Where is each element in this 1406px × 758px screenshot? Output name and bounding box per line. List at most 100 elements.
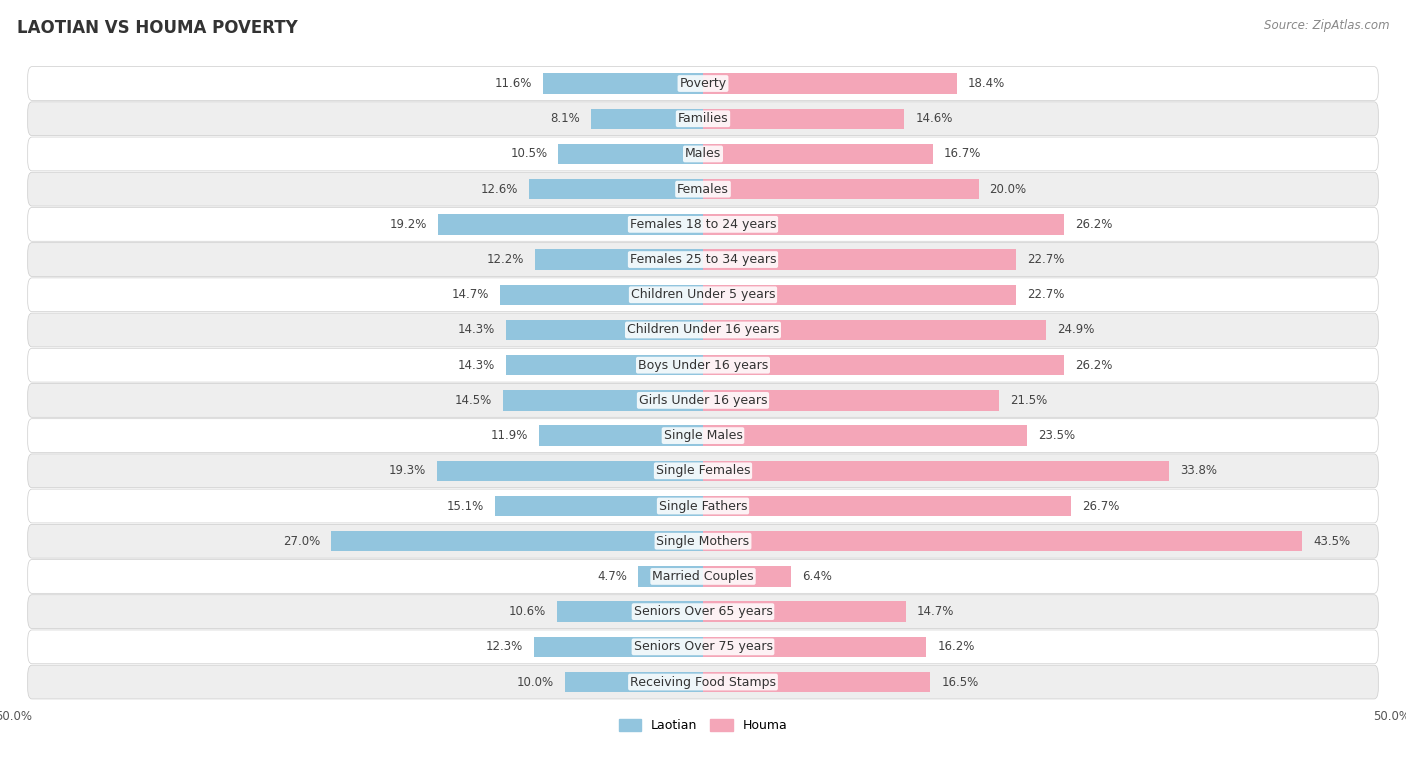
Text: Single Fathers: Single Fathers bbox=[659, 500, 747, 512]
Text: Children Under 16 years: Children Under 16 years bbox=[627, 324, 779, 337]
FancyBboxPatch shape bbox=[28, 489, 1378, 523]
Bar bbox=[565, 672, 703, 692]
Bar bbox=[439, 215, 703, 234]
Bar bbox=[703, 74, 956, 94]
Bar bbox=[533, 637, 703, 657]
Text: 6.4%: 6.4% bbox=[803, 570, 832, 583]
Text: 14.7%: 14.7% bbox=[453, 288, 489, 301]
Text: Families: Families bbox=[678, 112, 728, 125]
FancyBboxPatch shape bbox=[28, 384, 1378, 418]
Text: 15.1%: 15.1% bbox=[447, 500, 484, 512]
Text: Single Females: Single Females bbox=[655, 465, 751, 478]
Bar bbox=[437, 461, 703, 481]
FancyBboxPatch shape bbox=[28, 172, 1378, 206]
Text: 24.9%: 24.9% bbox=[1057, 324, 1094, 337]
Bar bbox=[703, 637, 927, 657]
Text: 21.5%: 21.5% bbox=[1011, 394, 1047, 407]
Text: 11.9%: 11.9% bbox=[491, 429, 529, 442]
Text: 22.7%: 22.7% bbox=[1026, 253, 1064, 266]
Bar bbox=[703, 249, 1015, 270]
Bar bbox=[503, 390, 703, 411]
Text: 20.0%: 20.0% bbox=[990, 183, 1026, 196]
FancyBboxPatch shape bbox=[28, 348, 1378, 382]
Text: 19.3%: 19.3% bbox=[389, 465, 426, 478]
Text: 4.7%: 4.7% bbox=[598, 570, 627, 583]
Bar bbox=[330, 531, 703, 551]
Bar bbox=[506, 320, 703, 340]
Text: 26.7%: 26.7% bbox=[1083, 500, 1119, 512]
Bar bbox=[558, 144, 703, 164]
Legend: Laotian, Houma: Laotian, Houma bbox=[613, 714, 793, 738]
Text: 23.5%: 23.5% bbox=[1038, 429, 1076, 442]
Bar bbox=[703, 144, 934, 164]
Text: 14.6%: 14.6% bbox=[915, 112, 953, 125]
Bar bbox=[592, 108, 703, 129]
Text: Females 25 to 34 years: Females 25 to 34 years bbox=[630, 253, 776, 266]
Bar bbox=[557, 601, 703, 622]
Text: 18.4%: 18.4% bbox=[967, 77, 1005, 90]
Text: 33.8%: 33.8% bbox=[1180, 465, 1216, 478]
Text: 43.5%: 43.5% bbox=[1313, 534, 1351, 548]
Text: Boys Under 16 years: Boys Under 16 years bbox=[638, 359, 768, 371]
FancyBboxPatch shape bbox=[28, 418, 1378, 453]
FancyBboxPatch shape bbox=[28, 243, 1378, 277]
Text: Poverty: Poverty bbox=[679, 77, 727, 90]
Text: 8.1%: 8.1% bbox=[551, 112, 581, 125]
FancyBboxPatch shape bbox=[28, 630, 1378, 664]
Bar bbox=[703, 496, 1071, 516]
Bar bbox=[530, 179, 703, 199]
Text: Source: ZipAtlas.com: Source: ZipAtlas.com bbox=[1264, 19, 1389, 32]
Text: Females: Females bbox=[678, 183, 728, 196]
Text: 22.7%: 22.7% bbox=[1026, 288, 1064, 301]
FancyBboxPatch shape bbox=[28, 525, 1378, 558]
Text: 16.2%: 16.2% bbox=[938, 641, 974, 653]
FancyBboxPatch shape bbox=[28, 313, 1378, 347]
Bar bbox=[638, 566, 703, 587]
Text: Seniors Over 65 years: Seniors Over 65 years bbox=[634, 605, 772, 618]
Bar bbox=[703, 320, 1046, 340]
Text: 11.6%: 11.6% bbox=[495, 77, 531, 90]
Bar bbox=[703, 284, 1015, 305]
Bar bbox=[703, 566, 792, 587]
Bar bbox=[703, 461, 1168, 481]
Bar bbox=[703, 179, 979, 199]
Bar bbox=[703, 601, 905, 622]
Text: 10.0%: 10.0% bbox=[517, 675, 554, 688]
Text: Girls Under 16 years: Girls Under 16 years bbox=[638, 394, 768, 407]
FancyBboxPatch shape bbox=[28, 102, 1378, 136]
Text: 27.0%: 27.0% bbox=[283, 534, 321, 548]
FancyBboxPatch shape bbox=[28, 666, 1378, 699]
Text: 10.6%: 10.6% bbox=[509, 605, 546, 618]
Text: 14.5%: 14.5% bbox=[456, 394, 492, 407]
Bar bbox=[538, 425, 703, 446]
Bar bbox=[703, 531, 1302, 551]
Bar bbox=[703, 425, 1026, 446]
Text: 26.2%: 26.2% bbox=[1076, 218, 1112, 231]
Bar bbox=[506, 355, 703, 375]
Bar bbox=[534, 249, 703, 270]
Text: Married Couples: Married Couples bbox=[652, 570, 754, 583]
Text: LAOTIAN VS HOUMA POVERTY: LAOTIAN VS HOUMA POVERTY bbox=[17, 19, 298, 37]
Bar bbox=[543, 74, 703, 94]
Bar bbox=[703, 355, 1064, 375]
Text: 14.3%: 14.3% bbox=[458, 324, 495, 337]
FancyBboxPatch shape bbox=[28, 208, 1378, 241]
FancyBboxPatch shape bbox=[28, 559, 1378, 594]
Text: Single Mothers: Single Mothers bbox=[657, 534, 749, 548]
Text: Seniors Over 75 years: Seniors Over 75 years bbox=[634, 641, 772, 653]
Text: 14.7%: 14.7% bbox=[917, 605, 953, 618]
Bar bbox=[703, 108, 904, 129]
Text: 26.2%: 26.2% bbox=[1076, 359, 1112, 371]
Text: Children Under 5 years: Children Under 5 years bbox=[631, 288, 775, 301]
Text: Females 18 to 24 years: Females 18 to 24 years bbox=[630, 218, 776, 231]
Text: 19.2%: 19.2% bbox=[389, 218, 427, 231]
Text: 14.3%: 14.3% bbox=[458, 359, 495, 371]
Bar bbox=[703, 672, 931, 692]
Text: Receiving Food Stamps: Receiving Food Stamps bbox=[630, 675, 776, 688]
FancyBboxPatch shape bbox=[28, 278, 1378, 312]
Text: 12.3%: 12.3% bbox=[485, 641, 523, 653]
FancyBboxPatch shape bbox=[28, 595, 1378, 628]
Text: 12.2%: 12.2% bbox=[486, 253, 524, 266]
Text: 16.5%: 16.5% bbox=[942, 675, 979, 688]
Text: 16.7%: 16.7% bbox=[945, 148, 981, 161]
